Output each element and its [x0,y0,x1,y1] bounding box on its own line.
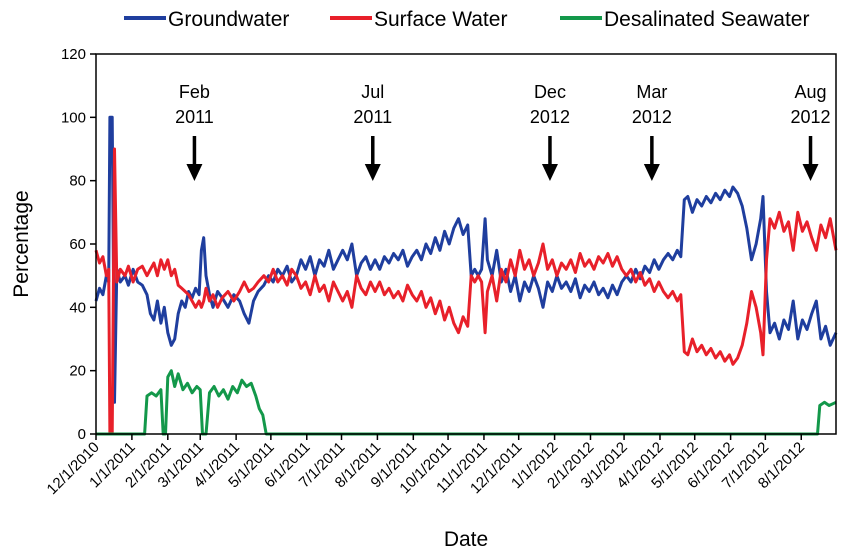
annotation-label: 2012 [790,107,830,127]
y-tick-label: 0 [78,426,86,443]
y-tick-label: 20 [69,363,86,380]
annotation-arrow-head [186,164,203,181]
series-line-surface-water [94,147,838,436]
series-line-desalinated-seawater [96,369,837,436]
plot-area [94,115,838,436]
annotation-arrow-head [643,164,660,181]
x-axis-label: Date [444,528,488,551]
x-tick-label: 12/1/2010 [44,439,103,498]
annotation-arrow-head [802,164,819,181]
annotation-label: 2012 [530,107,570,127]
annotation-label: Feb [179,82,210,102]
annotation-label: 2011 [175,107,214,127]
y-tick-label: 100 [61,109,86,126]
annotation-label: Jul [361,82,384,102]
y-tick-label: 40 [69,299,86,316]
y-axis-label: Percentage [10,190,33,297]
y-tick-label: 120 [61,46,86,63]
legend-label-desalinated-seawater: Desalinated Seawater [604,8,809,31]
annotation-label: Dec [534,82,566,102]
series-line-groundwater [94,115,838,404]
annotation-label: 2012 [632,107,672,127]
annotation-arrow-head [364,164,381,181]
legend-label-groundwater: Groundwater [168,8,289,31]
annotation-label: Mar [636,82,667,102]
legend: Groundwater Surface Water Desalinated Seaw… [124,8,809,31]
y-tick-label: 60 [69,236,86,253]
annotation-label: 2011 [353,107,392,127]
legend-label-surface-water: Surface Water [374,8,507,31]
annotation-arrow-head [541,164,558,181]
annotation-label: Aug [795,82,827,102]
y-tick-label: 80 [69,173,86,190]
annotations: Feb 2011 Jul 2011 Dec 2012 Mar 2012 Aug 2012 [175,82,831,181]
